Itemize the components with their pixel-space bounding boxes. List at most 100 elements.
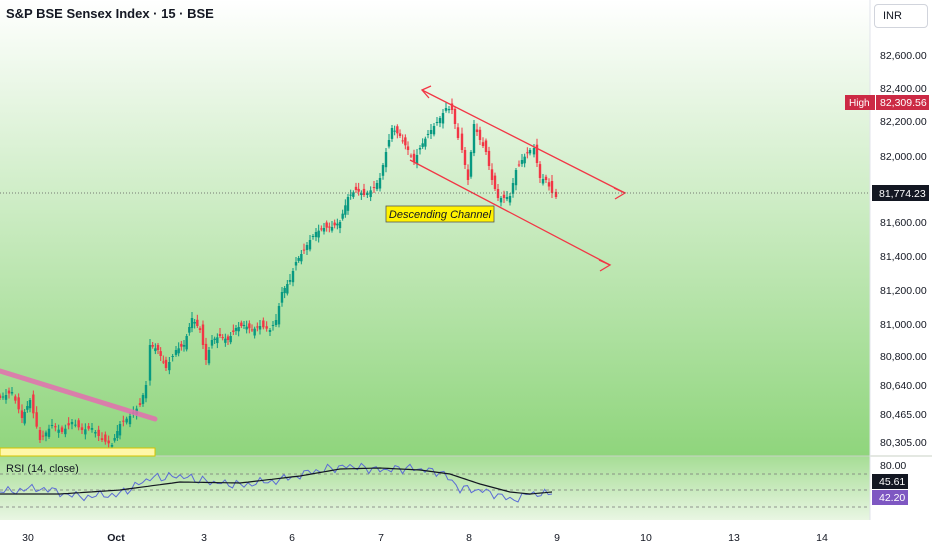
candle-body <box>60 427 64 432</box>
candle-body <box>544 176 548 180</box>
candle-body <box>523 156 526 164</box>
candle <box>517 160 521 167</box>
candle-body <box>528 150 532 154</box>
candle <box>148 339 152 386</box>
time-tick-label: Oct <box>107 532 125 544</box>
current-price-bg <box>872 185 929 201</box>
candle <box>341 209 344 221</box>
candle <box>338 220 342 234</box>
candle <box>77 418 80 431</box>
candle-body <box>384 152 388 168</box>
candle-body <box>496 189 500 198</box>
current-price-badge: 81,774.23 <box>872 185 929 201</box>
candle <box>469 150 473 179</box>
candle-body <box>478 129 482 140</box>
price-tick-label: 80,305.00 <box>880 437 927 449</box>
candle-body <box>196 319 199 326</box>
candle <box>226 334 230 345</box>
candle-body <box>237 327 240 332</box>
candle <box>333 219 336 229</box>
candle <box>4 389 8 404</box>
candle <box>453 106 457 129</box>
candle-body <box>250 329 254 331</box>
candle <box>401 134 404 144</box>
candle <box>23 409 26 426</box>
annotation-label[interactable]: Descending Channel <box>389 209 492 221</box>
price-tick-label: 80,640.00 <box>880 380 927 392</box>
candle-body <box>50 425 54 426</box>
time-tick-label: 14 <box>816 532 828 544</box>
rsi-value-bg <box>872 474 908 489</box>
candle <box>204 337 208 365</box>
candle <box>100 432 104 442</box>
candle-body <box>104 434 107 442</box>
candle-body <box>354 186 358 190</box>
rsi-pane-background <box>0 456 870 520</box>
candle <box>421 138 424 149</box>
candle <box>354 182 358 193</box>
candle <box>94 430 97 438</box>
candle-body <box>412 153 416 162</box>
channel-lower-line[interactable] <box>409 159 611 266</box>
annotation-box[interactable] <box>385 205 495 223</box>
candle <box>554 188 558 199</box>
candle <box>393 125 396 136</box>
time-tick-label: 30 <box>22 532 34 544</box>
candle-body <box>164 359 168 368</box>
candle-body <box>435 122 439 123</box>
channel-upper-line[interactable] <box>421 89 626 194</box>
candle-body <box>444 108 448 111</box>
candle-body <box>190 318 194 329</box>
candle-body <box>390 128 394 139</box>
candle-body <box>526 152 529 154</box>
candle <box>26 401 29 413</box>
candle <box>38 426 42 443</box>
candle-body <box>94 432 97 434</box>
candle-body <box>404 137 407 146</box>
candle-body <box>466 169 470 180</box>
candle <box>381 163 385 180</box>
candle <box>207 347 211 366</box>
candle-body <box>80 427 84 430</box>
candle-body <box>357 188 360 192</box>
candle-body <box>398 133 402 136</box>
candle-body <box>14 396 17 401</box>
rsi-series: 80.00 45.61 42.20 <box>0 460 908 508</box>
time-tick-label: 9 <box>554 532 560 544</box>
candle-body <box>415 155 419 165</box>
candle-body <box>234 328 238 331</box>
candle <box>7 387 11 399</box>
candle <box>320 225 323 232</box>
candle-body <box>421 143 424 147</box>
candle-body <box>314 232 318 238</box>
rsi-indicator-label[interactable]: RSI (14, close) <box>6 463 79 475</box>
candle <box>74 419 77 428</box>
candle <box>472 120 476 157</box>
candle-body <box>162 361 165 363</box>
channel-start-arrow-icon <box>420 85 432 99</box>
chart-title: S&P BSE Sensex Index · 15 · BSE <box>6 6 214 21</box>
candle <box>162 355 165 364</box>
candle-body <box>511 183 515 194</box>
descending-trendline[interactable] <box>0 368 158 422</box>
candle-body <box>67 423 70 426</box>
currency-button[interactable]: INR <box>874 4 928 28</box>
candle-body <box>481 142 485 146</box>
candle <box>54 423 57 432</box>
candle-body <box>258 326 262 330</box>
candle-body <box>460 133 464 150</box>
candle <box>116 425 119 441</box>
candle <box>41 430 45 441</box>
candle <box>344 199 347 218</box>
candle <box>409 153 413 158</box>
candle <box>360 190 363 200</box>
candle-body <box>226 336 230 340</box>
candle-body <box>245 326 248 330</box>
candle-body <box>7 390 11 394</box>
candle <box>17 393 20 414</box>
candle <box>396 124 399 139</box>
candle <box>14 394 17 404</box>
candle <box>67 417 70 430</box>
candle <box>262 317 265 330</box>
